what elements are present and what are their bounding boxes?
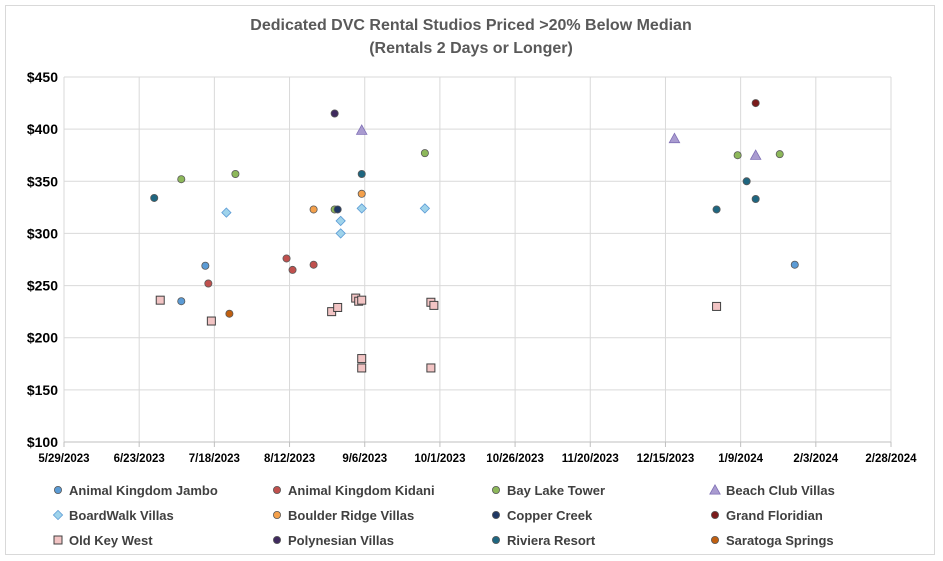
data-point-old-key-west — [333, 302, 343, 312]
data-point-boardwalk-villas — [419, 203, 431, 214]
data-point-animal-kingdom-jambo — [177, 297, 186, 306]
x-tick-label: 10/26/2023 — [486, 453, 544, 465]
data-point-animal-kingdom-jambo — [790, 260, 799, 269]
y-tick-label: $300 — [27, 225, 58, 241]
data-point-bay-lake-tower — [420, 149, 429, 158]
y-tick-label: $200 — [27, 330, 58, 346]
data-point-old-key-west — [206, 316, 216, 326]
data-point-beach-club-villas — [668, 132, 681, 144]
x-tick-label: 2/3/2024 — [793, 453, 838, 465]
data-point-old-key-west — [357, 363, 367, 373]
scatter-chart: Dedicated DVC Rental Studios Priced >20%… — [27, 17, 917, 548]
chart-subtitle: (Rentals 2 Days or Longer) — [369, 40, 573, 57]
y-tick-label: $100 — [27, 434, 58, 450]
chart-frame: Dedicated DVC Rental Studios Priced >20%… — [5, 5, 935, 555]
legend-label-animal-kingdom-jambo: Animal Kingdom Jambo — [69, 483, 218, 498]
data-points — [150, 99, 799, 373]
x-tick-label: 12/15/2023 — [637, 453, 695, 465]
data-point-copper-creek — [333, 205, 342, 214]
data-point-animal-kingdom-jambo — [201, 261, 210, 270]
x-tick-label: 6/23/2023 — [114, 453, 165, 465]
legend-marker-saratoga-springs — [711, 536, 720, 545]
data-point-animal-kingdom-kidani — [204, 279, 213, 288]
legend-label-beach-club-villas: Beach Club Villas — [726, 483, 835, 498]
data-point-boulder-ridge-villas — [357, 189, 366, 198]
x-tick-label: 9/6/2023 — [342, 453, 387, 465]
data-point-bay-lake-tower — [231, 169, 240, 178]
legend-label-copper-creek: Copper Creek — [507, 508, 593, 523]
legend-label-boardwalk-villas: BoardWalk Villas — [69, 508, 174, 523]
data-point-riviera-resort — [751, 195, 760, 204]
y-tick-label: $400 — [27, 121, 58, 137]
legend-marker-animal-kingdom-jambo — [54, 485, 63, 494]
legend-marker-grand-floridian — [711, 510, 720, 519]
legend-marker-beach-club-villas — [709, 483, 721, 495]
data-point-old-key-west — [155, 295, 165, 305]
legend-label-animal-kingdom-kidani: Animal Kingdom Kidani — [288, 483, 435, 498]
x-tick-label: 10/1/2023 — [414, 453, 465, 465]
x-tick-label: 8/12/2023 — [264, 453, 315, 465]
x-tick-label: 5/29/2023 — [38, 453, 89, 465]
legend-label-old-key-west: Old Key West — [69, 533, 153, 548]
legend-label-riviera-resort: Riviera Resort — [507, 533, 596, 548]
data-point-beach-club-villas — [749, 149, 762, 160]
data-point-boardwalk-villas — [221, 207, 232, 218]
gridlines — [63, 76, 892, 443]
data-point-boardwalk-villas — [335, 228, 346, 239]
data-point-old-key-west — [426, 363, 436, 373]
data-point-bay-lake-tower — [775, 150, 784, 159]
data-point-grand-floridian — [751, 99, 760, 108]
legend-marker-riviera-resort — [491, 536, 500, 545]
x-tick-label: 11/20/2023 — [562, 453, 619, 465]
data-point-animal-kingdom-kidani — [282, 254, 291, 263]
y-tick-label: $150 — [27, 382, 58, 398]
legend-marker-boulder-ridge-villas — [272, 510, 281, 519]
data-point-old-key-west — [357, 295, 367, 305]
data-point-old-key-west — [357, 354, 367, 364]
y-tick-label: $250 — [27, 278, 58, 294]
legend-marker-boardwalk-villas — [52, 509, 64, 521]
data-point-saratoga-springs — [225, 309, 234, 318]
y-tick-label: $350 — [27, 173, 58, 189]
x-tick-label: 1/9/2024 — [718, 453, 763, 465]
data-point-old-key-west — [429, 300, 439, 310]
data-point-bay-lake-tower — [177, 175, 186, 184]
legend-label-bay-lake-tower: Bay Lake Tower — [507, 483, 605, 498]
legend: Animal Kingdom Jambo Animal Kingdom Kidan… — [52, 483, 835, 548]
data-point-riviera-resort — [712, 205, 721, 214]
data-point-boardwalk-villas — [335, 215, 346, 227]
legend-label-saratoga-springs: Saratoga Springs — [726, 533, 834, 548]
data-point-animal-kingdom-kidani — [309, 260, 318, 269]
x-tick-label: 7/18/2023 — [189, 453, 240, 465]
chart-title: Dedicated DVC Rental Studios Priced >20%… — [250, 17, 691, 34]
data-point-boardwalk-villas — [356, 203, 367, 214]
data-point-riviera-resort — [742, 177, 751, 186]
y-tick-label: $450 — [27, 69, 58, 85]
legend-marker-copper-creek — [491, 510, 500, 519]
data-point-bay-lake-tower — [733, 151, 742, 160]
data-point-boulder-ridge-villas — [309, 205, 318, 214]
legend-marker-bay-lake-tower — [491, 485, 500, 494]
x-tick-label: 2/28/2024 — [865, 453, 917, 465]
legend-label-polynesian-villas: Polynesian Villas — [288, 533, 394, 548]
data-point-old-key-west — [712, 301, 722, 311]
data-point-polynesian-villas — [330, 109, 339, 118]
data-point-animal-kingdom-kidani — [288, 265, 297, 274]
legend-marker-polynesian-villas — [272, 536, 281, 545]
data-point-beach-club-villas — [355, 124, 368, 135]
legend-marker-old-key-west — [53, 535, 63, 545]
legend-marker-animal-kingdom-kidani — [272, 485, 281, 494]
axes: $100 $150 $200 $250 $300 $350 $400 $450 5/29/202… — [27, 69, 917, 465]
data-point-riviera-resort — [357, 169, 366, 178]
legend-label-boulder-ridge-villas: Boulder Ridge Villas — [288, 508, 414, 523]
data-point-riviera-resort — [150, 193, 159, 202]
legend-label-grand-floridian: Grand Floridian — [726, 508, 823, 523]
